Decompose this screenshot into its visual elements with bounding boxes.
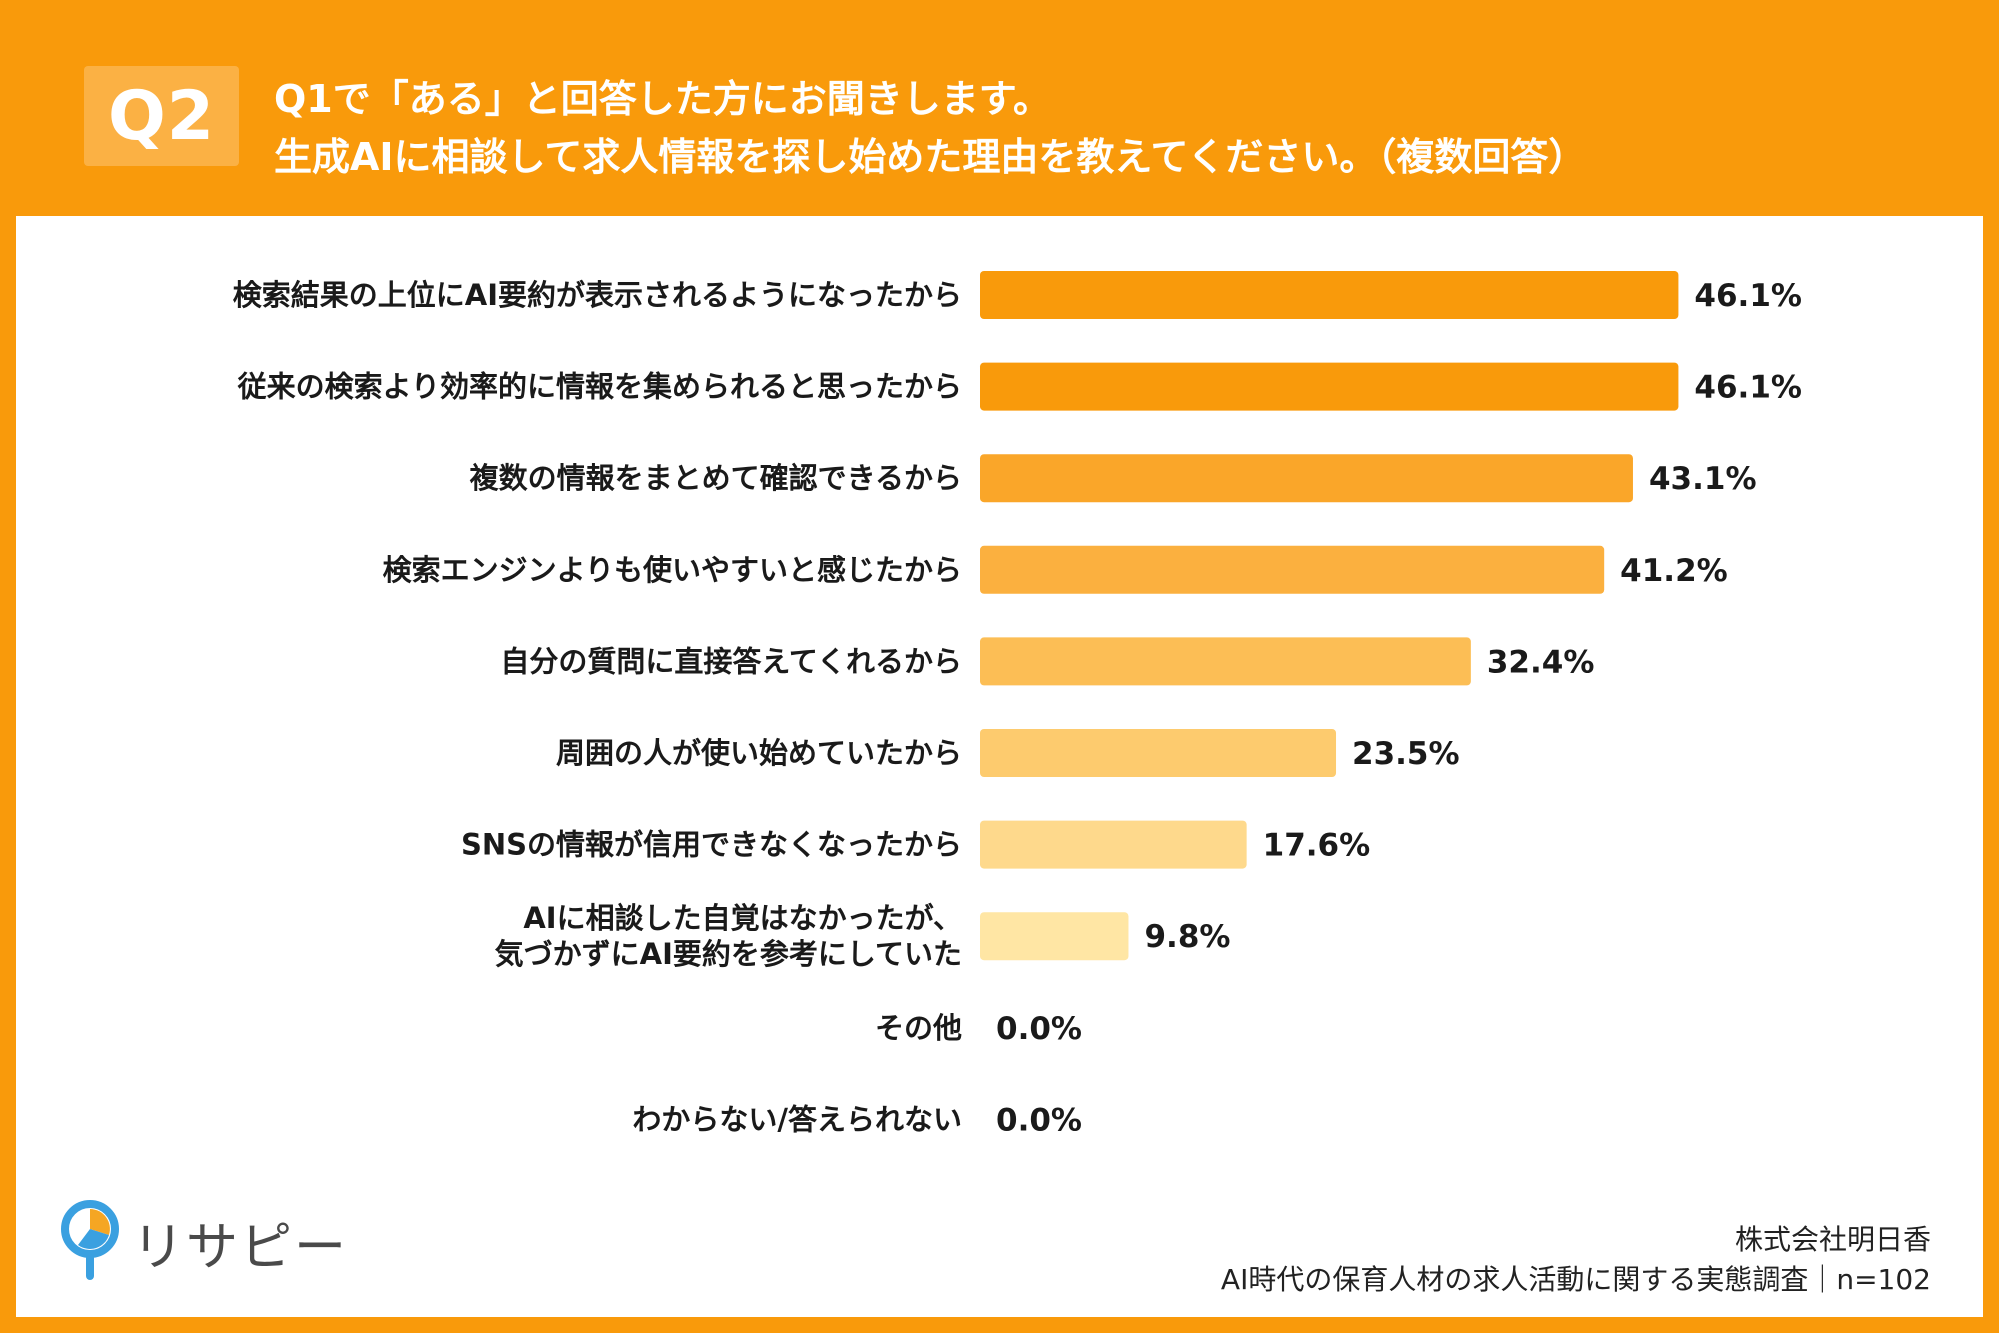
question-title-line1: Q1で「ある」と回答した方にお聞きします。: [274, 77, 1051, 121]
pin-chart-icon: [61, 1200, 119, 1280]
bar: [980, 729, 1337, 777]
value-label: 23.5%: [1352, 736, 1460, 772]
bar: [980, 637, 1471, 686]
bar: [980, 820, 1247, 869]
category-label: その他: [875, 1011, 962, 1045]
bar: [980, 454, 1633, 503]
value-label: 0.0%: [996, 1011, 1082, 1047]
bar-chart: 検索結果の上位にAI要約が表示されるようになったから 46.1% 従来の検索より効率…: [233, 271, 1802, 1138]
brand-logo-text: リサピー: [132, 1217, 349, 1278]
category-label: 周囲の人が使い始めていたから: [556, 736, 962, 770]
header-banner: Q2 Q1で「ある」と回答した方にお聞きします。 生成AIに相談して求人情報を探…: [0, 0, 1999, 213]
value-label: 41.2%: [1620, 553, 1728, 589]
bar: [980, 271, 1679, 319]
question-title: Q1で「ある」と回答した方にお聞きします。 生成AIに相談して求人情報を探し始め…: [274, 70, 1586, 186]
chart-panel: 検索結果の上位にAI要約が表示されるようになったから 46.1% 従来の検索より効率…: [16, 216, 1983, 1317]
category-label: 検索結果の上位にAI要約が表示されるようになったから: [233, 278, 962, 312]
bar: [980, 362, 1679, 411]
brand-logo: リサピー: [60, 1192, 348, 1292]
category-label: AIに相談した自覚はなかったが、気づかずにAI要約を参考にしていた: [495, 901, 962, 971]
value-label: 17.6%: [1263, 828, 1371, 864]
value-label: 32.4%: [1487, 644, 1595, 680]
value-label: 46.1%: [1694, 278, 1802, 314]
value-label: 43.1%: [1649, 461, 1757, 497]
category-label: 従来の検索より効率的に情報を集められると思ったから: [237, 370, 962, 404]
category-label: 検索エンジンよりも使いやすいと感じたから: [383, 553, 962, 587]
bar: [980, 912, 1129, 961]
footer-company: 株式会社明日香: [1734, 1223, 1931, 1256]
bar: [980, 545, 1605, 594]
category-label: 自分の質問に直接答えてくれるから: [500, 644, 962, 678]
category-label: わからない/答えられない: [632, 1102, 962, 1136]
category-label: 複数の情報をまとめて確認できるから: [470, 461, 962, 495]
question-title-line2: 生成AIに相談して求人情報を探し始めた理由を教えてください。（複数回答）: [274, 135, 1587, 179]
footer-survey: AI時代の保育人材の求人活動に関する実態調査｜n=102: [1220, 1263, 1931, 1296]
value-label: 9.8%: [1144, 919, 1230, 955]
category-label: SNSの情報が信用できなくなったから: [461, 828, 962, 862]
value-label: 0.0%: [996, 1102, 1082, 1138]
question-badge: Q2: [84, 66, 239, 166]
footer-credit: 株式会社明日香 AI時代の保育人材の求人活動に関する実態調査｜n=102: [1221, 1220, 1931, 1300]
value-label: 46.1%: [1694, 370, 1802, 406]
